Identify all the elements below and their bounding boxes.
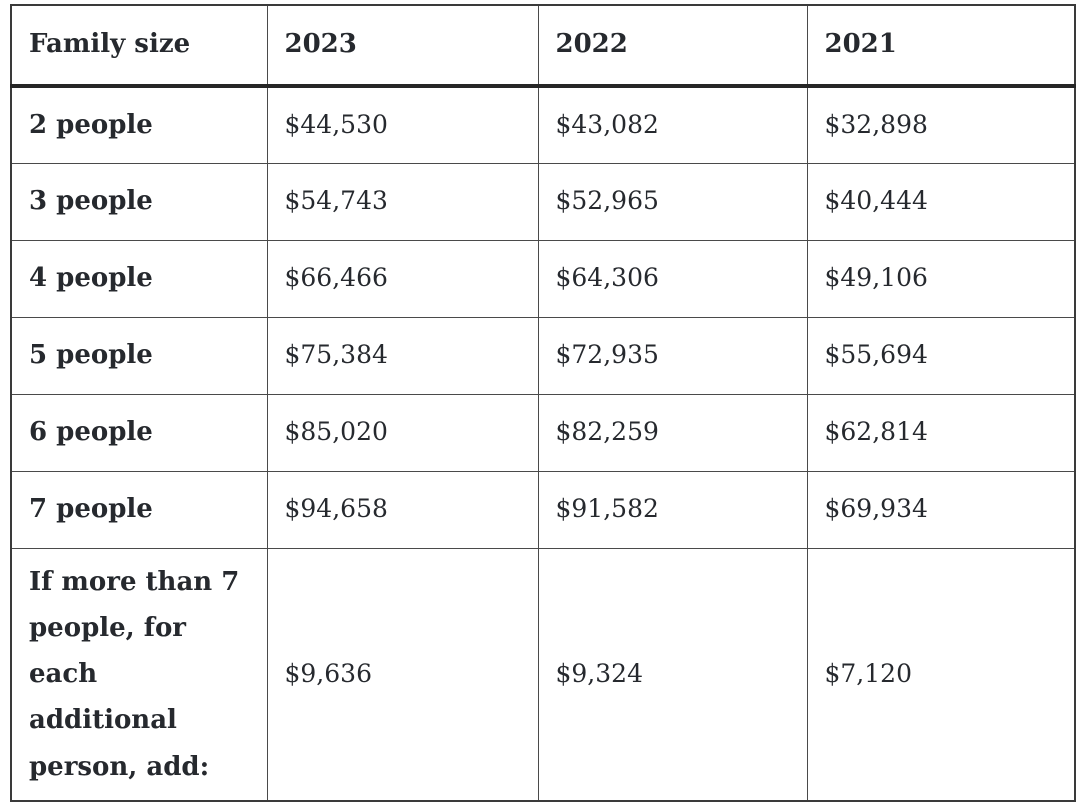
cell-value: $40,444 <box>806 162 1076 241</box>
cell-value: $85,020 <box>266 393 539 472</box>
cell-value: $7,120 <box>806 547 1076 802</box>
table-row: 7 people $94,658 $91,582 $69,934 <box>10 470 1076 549</box>
table-header: Family size 2023 2022 2021 <box>10 4 1076 88</box>
cell-value: $32,898 <box>806 85 1076 164</box>
cell-value: $91,582 <box>537 470 808 549</box>
income-limits-table: Family size 2023 2022 2021 2 people $44,… <box>10 4 1076 802</box>
cell-value: $75,384 <box>266 316 539 395</box>
cell-value: $52,965 <box>537 162 808 241</box>
header-row: Family size 2023 2022 2021 <box>10 4 1076 88</box>
table-row: If more than 7 people, for each addition… <box>10 547 1076 802</box>
cell-value: $9,636 <box>266 547 539 802</box>
column-header-2022: 2022 <box>537 4 808 88</box>
row-label: 7 people <box>10 470 268 549</box>
table-row: 3 people $54,743 $52,965 $40,444 <box>10 162 1076 241</box>
table-row: 2 people $44,530 $43,082 $32,898 <box>10 85 1076 164</box>
cell-value: $66,466 <box>266 239 539 318</box>
cell-value: $44,530 <box>266 85 539 164</box>
cell-value: $43,082 <box>537 85 808 164</box>
column-header-2021: 2021 <box>806 4 1076 88</box>
row-label: 5 people <box>10 316 268 395</box>
table-body: 2 people $44,530 $43,082 $32,898 3 peopl… <box>10 85 1076 802</box>
table-row: 5 people $75,384 $72,935 $55,694 <box>10 316 1076 395</box>
cell-value: $69,934 <box>806 470 1076 549</box>
row-label: 3 people <box>10 162 268 241</box>
cell-value: $9,324 <box>537 547 808 802</box>
cell-value: $62,814 <box>806 393 1076 472</box>
cell-value: $94,658 <box>266 470 539 549</box>
column-header-family-size: Family size <box>10 4 268 88</box>
table-row: 6 people $85,020 $82,259 $62,814 <box>10 393 1076 472</box>
page: Family size 2023 2022 2021 2 people $44,… <box>10 4 1076 802</box>
row-label: 2 people <box>10 85 268 164</box>
cell-value: $49,106 <box>806 239 1076 318</box>
column-header-2023: 2023 <box>266 4 539 88</box>
table-row: 4 people $66,466 $64,306 $49,106 <box>10 239 1076 318</box>
row-label: 6 people <box>10 393 268 472</box>
cell-value: $64,306 <box>537 239 808 318</box>
cell-value: $72,935 <box>537 316 808 395</box>
cell-value: $82,259 <box>537 393 808 472</box>
row-label: If more than 7 people, for each addition… <box>10 547 268 802</box>
cell-value: $54,743 <box>266 162 539 241</box>
row-label: 4 people <box>10 239 268 318</box>
cell-value: $55,694 <box>806 316 1076 395</box>
